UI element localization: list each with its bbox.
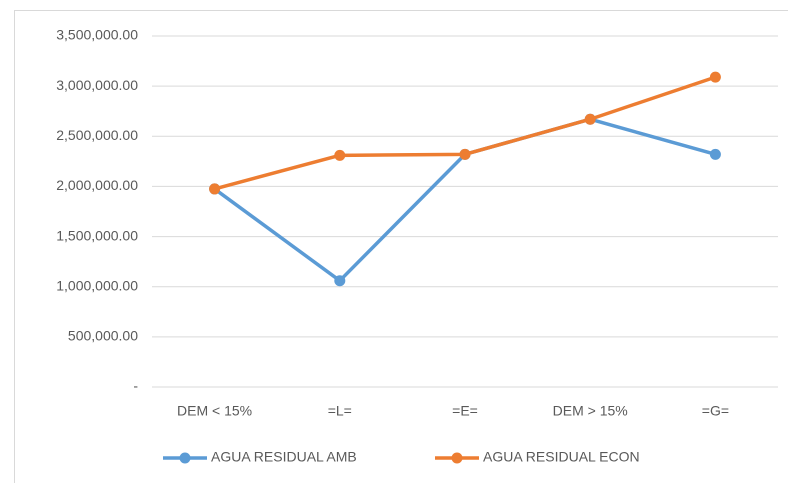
x-tick-label: =G= [702,403,729,419]
x-tick-label: DEM > 15% [553,403,628,419]
series-line [212,117,718,283]
y-tick-label: 500,000.00 [68,328,138,344]
legend-label: AGUA RESIDUAL AMB [211,449,357,465]
chart-border [14,10,788,483]
data-point [459,148,471,160]
legend-marker [179,452,191,464]
y-tick-label: 3,000,000.00 [56,77,138,93]
data-point [334,275,346,287]
x-tick-label: =L= [328,403,352,419]
legend-marker [451,452,463,464]
y-tick-label: 3,500,000.00 [56,27,138,43]
x-tick-label: =E= [452,403,478,419]
y-tick-label: 1,500,000.00 [56,227,138,243]
data-point [709,148,721,160]
data-point [709,71,721,83]
data-point [334,149,346,161]
y-tick-label: 2,000,000.00 [56,177,138,193]
x-tick-label: DEM < 15% [177,403,252,419]
data-point [584,113,596,125]
legend-label: AGUA RESIDUAL ECON [483,449,640,465]
data-point [209,183,221,195]
y-tick-label: 2,500,000.00 [56,127,138,143]
y-tick-label: - [133,378,138,394]
y-tick-label: 1,000,000.00 [56,277,138,293]
